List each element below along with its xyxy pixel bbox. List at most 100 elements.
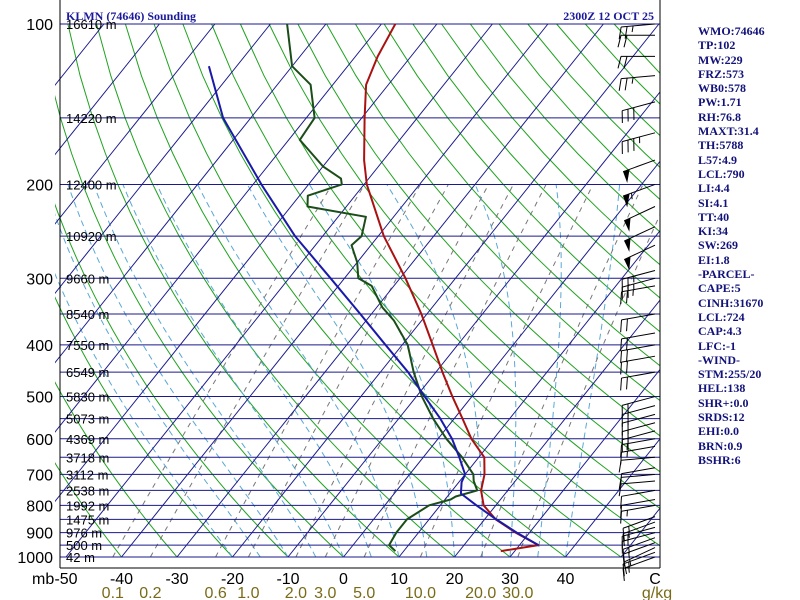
wind-barb	[621, 269, 656, 292]
wind-barb	[622, 551, 656, 577]
wind-barb	[623, 226, 656, 252]
wind-barb-staff	[622, 556, 656, 570]
wind-barb-flag	[624, 78, 628, 91]
wind-barb-flag	[622, 554, 625, 567]
wind-barb	[620, 313, 656, 333]
index-item: LCL:790	[698, 166, 745, 181]
mixing-ratio-tick-label: 1.0	[237, 585, 259, 600]
wind-barb-flag	[626, 361, 628, 374]
wind-barb-staff	[621, 332, 656, 340]
wind-barb	[618, 23, 656, 40]
temperature-tick-label: -10	[276, 571, 299, 588]
height-label: 5073 m	[66, 412, 109, 427]
wind-barb-staff	[622, 551, 656, 565]
wind-barb-flag	[626, 349, 628, 363]
temperature-tick-label: 20	[446, 571, 464, 588]
wind-barb-flag	[626, 290, 628, 304]
wind-barb	[620, 467, 656, 487]
wind-barb	[621, 132, 656, 154]
mixing-ratio-line	[324, 184, 514, 558]
wind-barb	[620, 371, 656, 391]
wind-barb-half-flag	[631, 192, 633, 200]
index-item: L57:4.9	[698, 152, 737, 167]
moist-adiabat	[474, 184, 517, 558]
height-label: 9660 m	[66, 271, 109, 286]
wind-barb-flag	[620, 378, 623, 391]
temperature-tick-label: 30	[501, 571, 519, 588]
wind-barb	[623, 206, 656, 232]
parcel-profile	[207, 65, 539, 546]
wind-barb-flag	[618, 26, 622, 40]
wind-barb-staff	[622, 132, 656, 143]
wind-barb	[623, 547, 656, 575]
wind-barb-staff	[623, 226, 656, 242]
wind-barb	[618, 456, 656, 473]
wind-barb	[623, 244, 656, 271]
moist-adiabat	[537, 184, 562, 558]
isotherm-line	[55, 23, 271, 295]
index-item: WMO:74646	[698, 24, 765, 38]
wind-barb	[618, 75, 656, 91]
isotherm-line	[55, 23, 382, 433]
wind-barb-flag	[620, 291, 623, 305]
index-item: SI:4.1	[698, 195, 729, 210]
wind-barb-half-flag	[628, 552, 630, 559]
wind-barb-flag	[623, 56, 628, 69]
wind-barb	[620, 438, 656, 458]
isotherm-line	[287, 91, 660, 558]
index-item: SW:269	[698, 238, 739, 253]
index-item: STM:255/20	[698, 367, 762, 382]
height-label: 3112 m	[66, 467, 108, 482]
mixing-ratio-unit-label: g/kg	[642, 585, 672, 600]
wind-barb-staff	[621, 489, 656, 497]
isotherm-line	[65, 23, 493, 558]
pressure-tick-label: 300	[26, 271, 53, 288]
isotherm-line	[55, 23, 160, 156]
index-item: CAPE:5	[698, 281, 741, 296]
wind-barb-staff	[621, 438, 656, 446]
index-item: KI:34	[698, 224, 728, 239]
index-item: MW:229	[698, 52, 743, 67]
wind-barb	[621, 526, 656, 549]
wind-barb-staff	[622, 532, 656, 542]
height-label: 1992 m	[66, 498, 109, 513]
pressure-tick-label: 100	[26, 17, 53, 34]
wind-barb	[620, 285, 656, 305]
height-label: 4369 m	[66, 432, 109, 447]
temperature-unit-label: C	[649, 571, 661, 588]
height-label: 10920 m	[66, 229, 117, 244]
wind-barb-staff	[621, 313, 656, 321]
mixing-ratio-tick-label: 0.2	[139, 585, 161, 600]
dry-adiabat	[96, 23, 455, 558]
wind-barb	[620, 498, 656, 518]
wind-barb-pennant	[624, 256, 631, 271]
wind-barb	[622, 542, 656, 567]
wind-barb-staff	[622, 422, 656, 433]
wind-barb-flag	[622, 563, 625, 577]
moist-adiabat	[565, 184, 621, 558]
index-item: RH:76.8	[698, 109, 741, 124]
wind-barb-staff	[621, 285, 656, 293]
moist-adiabat	[246, 184, 428, 558]
dry-adiabat	[67, 23, 400, 558]
index-item: EI:1.8	[698, 252, 730, 267]
moist-adiabat	[386, 184, 483, 557]
wind-barb	[621, 101, 656, 124]
isotherm-line	[55, 23, 438, 503]
index-item: LCL:724	[698, 309, 745, 324]
mixing-ratio-tick-label: 0.1	[102, 585, 124, 600]
wind-barb-half-flag	[628, 526, 630, 533]
height-label: 976 m	[66, 526, 102, 541]
wind-barb	[620, 445, 656, 465]
wind-barb-flag	[622, 549, 625, 562]
isotherm-line	[176, 23, 604, 558]
wind-barb-staff	[622, 516, 656, 529]
moist-adiabat	[93, 184, 317, 558]
wind-barb-pennant	[624, 217, 631, 232]
temperature-tick-label: -50	[54, 571, 77, 588]
wind-barb-flag	[626, 337, 628, 351]
wind-barb-flag	[620, 319, 623, 333]
dry-adiabats	[55, 23, 660, 558]
index-item: PW:1.71	[698, 95, 742, 110]
